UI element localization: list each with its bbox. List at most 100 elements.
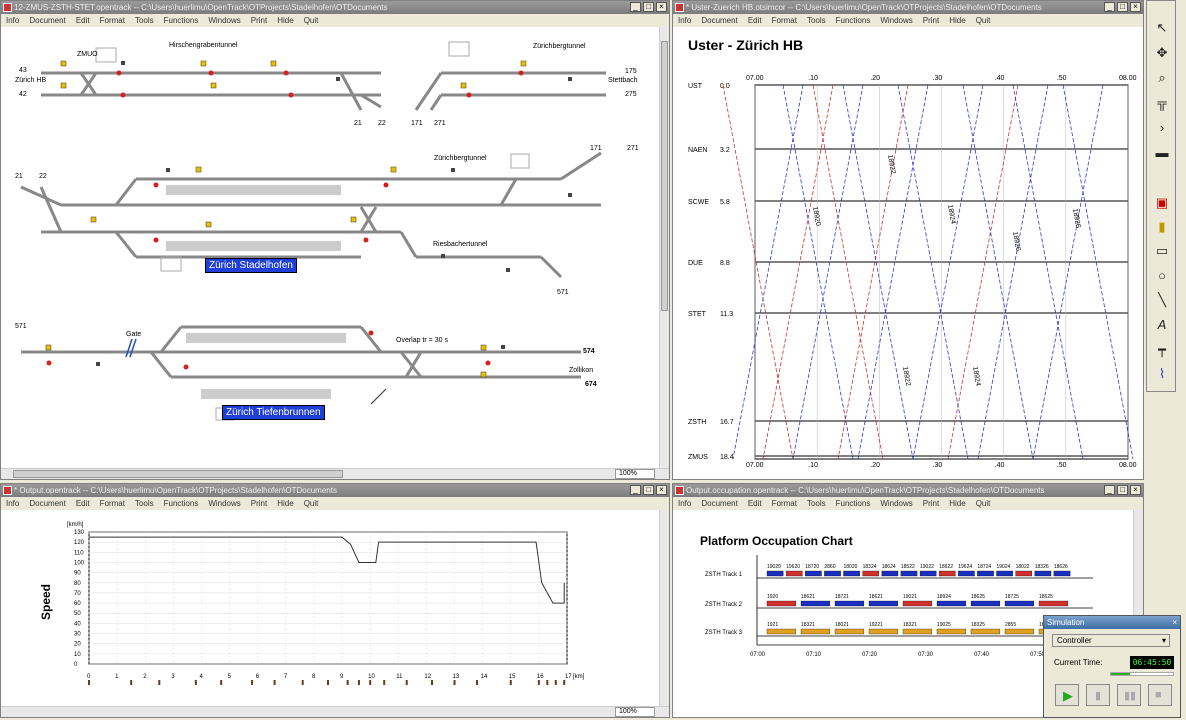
menu-windows[interactable]: Windows [208,499,241,508]
menu-print[interactable]: Print [250,16,268,25]
maximize-button[interactable]: □ [643,485,654,495]
maximize-button[interactable]: □ [643,2,654,12]
menu-hide[interactable]: Hide [949,499,966,508]
horizontal-scrollbar[interactable]: 100% [1,706,669,717]
menu-print[interactable]: Print [922,499,940,508]
menu-document[interactable]: Document [29,16,66,25]
menu-document[interactable]: Document [29,499,66,508]
menu-windows[interactable]: Windows [880,499,913,508]
menu-document[interactable]: Document [701,16,738,25]
menu-quit[interactable]: Quit [975,499,991,508]
station-name-tag[interactable]: Zürich Stadelhofen [205,258,297,273]
speed-canvas[interactable]: Speed 0 10 20 30 40 50 60 70 80 90 100 110 120 130 0 1 2… [1,510,659,706]
menu-info[interactable]: Info [678,499,692,508]
vertical-scrollbar[interactable] [659,27,669,468]
station-label: Zürich HB [15,77,47,84]
menu-tools[interactable]: Tools [134,16,154,25]
menu-functions[interactable]: Functions [163,499,199,508]
menu-tools[interactable]: Tools [806,16,826,25]
horizontal-scrollbar[interactable]: 100% [1,468,669,479]
menu-hide[interactable]: Hide [277,16,294,25]
menu-tools[interactable]: Tools [806,499,826,508]
menu-tools[interactable]: Tools [134,499,154,508]
x-tick-label: 2 [143,674,147,680]
minimize-button[interactable]: _ [630,485,641,495]
menu-functions[interactable]: Functions [835,499,871,508]
window-titlebar[interactable]: * Uster-Zuerich HB.otsimcor -- C:\Users\… [673,1,1143,14]
step-button[interactable]: ▮ [1086,684,1110,706]
zoom-icon[interactable]: ⌕ [1158,70,1166,85]
minimize-button[interactable]: _ [630,2,641,12]
close-button[interactable]: × [656,2,667,12]
line-icon[interactable]: ╲ [1158,292,1166,307]
circle-icon[interactable]: ○ [1158,268,1166,283]
graph-canvas[interactable]: Uster - Zürich HB UST 0.0 NAEN 3.2 SCWE 5.8 DU… [673,27,1143,479]
zoom-field[interactable]: 100% [615,707,655,717]
menu-edit[interactable]: Edit [75,499,90,508]
signal-marker [383,680,386,685]
train-number: 18725 [1005,594,1019,600]
menu-functions[interactable]: Functions [835,16,871,25]
scroll-thumb[interactable] [661,41,668,311]
text-icon[interactable]: A [1157,317,1167,332]
maximize-button[interactable]: □ [1117,2,1128,12]
window-titlebar[interactable]: 12-ZMUS-ZSTH-STET.opentrack -- C:\Users\… [1,1,669,14]
close-icon[interactable]: × [1172,618,1177,627]
minimize-button[interactable]: _ [1104,485,1115,495]
stop-button[interactable]: ■ [1148,684,1172,706]
minimize-button[interactable]: _ [1104,2,1115,12]
rectangle-icon[interactable]: ▭ [1155,243,1169,258]
menu-quit[interactable]: Quit [303,16,319,25]
station-icon[interactable]: ▣ [1155,195,1169,210]
menu-format[interactable]: Format [771,16,797,25]
station-name: NAEN [688,147,707,154]
track-canvas[interactable]: ZMUO Hirschengrabentunnel Zürichbergtunn… [1,27,659,468]
close-button[interactable]: × [656,485,667,495]
menu-format[interactable]: Format [99,16,125,25]
menu-windows[interactable]: Windows [208,16,241,25]
chart-icon[interactable]: ⌇ [1158,366,1166,381]
menu-edit[interactable]: Edit [75,16,90,25]
menu-edit[interactable]: Edit [747,499,762,508]
pause-button[interactable]: ▮▮ [1117,684,1141,706]
menu-hide[interactable]: Hide [277,499,294,508]
maximize-button[interactable]: □ [1117,485,1128,495]
menu-functions[interactable]: Functions [163,16,199,25]
station-name-tag[interactable]: Zürich Tiefenbrunnen [222,405,325,420]
station-name: STET [688,311,707,318]
occupation-bar [1034,570,1052,577]
menu-hide[interactable]: Hide [949,16,966,25]
window-titlebar[interactable]: * Output.opentrack -- C:\Users\huerlimu\… [1,484,669,497]
menu-print[interactable]: Print [250,499,268,508]
zoom-field[interactable]: 100% [615,469,655,479]
menu-document[interactable]: Document [701,499,738,508]
menu-format[interactable]: Format [99,499,125,508]
signal-icon[interactable]: ▬ [1155,145,1169,160]
simulation-titlebar[interactable]: Simulation × [1044,616,1180,629]
vertical-scrollbar[interactable] [1133,510,1143,706]
menu-info[interactable]: Info [6,499,20,508]
menu-info[interactable]: Info [678,16,692,25]
window-titlebar[interactable]: Output.occupation.opentrack -- C:\Users\… [673,484,1143,497]
menu-windows[interactable]: Windows [880,16,913,25]
vertical-scrollbar[interactable] [659,510,669,706]
route-icon[interactable]: ▮ [1158,219,1166,234]
arrow-icon[interactable]: › [1159,120,1165,135]
pointer-icon[interactable]: ↖ [1156,20,1168,35]
occupation-chart: ZSTH Track 1 ZSTH Track 2 ZSTH Track 3 07:0… [705,555,1093,658]
play-button[interactable]: ▶ [1055,684,1079,706]
close-button[interactable]: × [1130,2,1141,12]
menu-quit[interactable]: Quit [303,499,319,508]
scroll-thumb[interactable] [13,470,343,478]
close-button[interactable]: × [1130,485,1141,495]
track-icon[interactable]: ╦ [1157,95,1167,110]
menu-print[interactable]: Print [922,16,940,25]
menu-edit[interactable]: Edit [747,16,762,25]
track-diagram[interactable] [1,27,661,470]
mode-select[interactable]: Controller ▾ [1052,634,1170,647]
menu-info[interactable]: Info [6,16,20,25]
move-icon[interactable]: ✥ [1156,45,1168,60]
menu-format[interactable]: Format [771,499,797,508]
menu-quit[interactable]: Quit [975,16,991,25]
ruler-icon[interactable]: ┯ [1158,342,1166,357]
